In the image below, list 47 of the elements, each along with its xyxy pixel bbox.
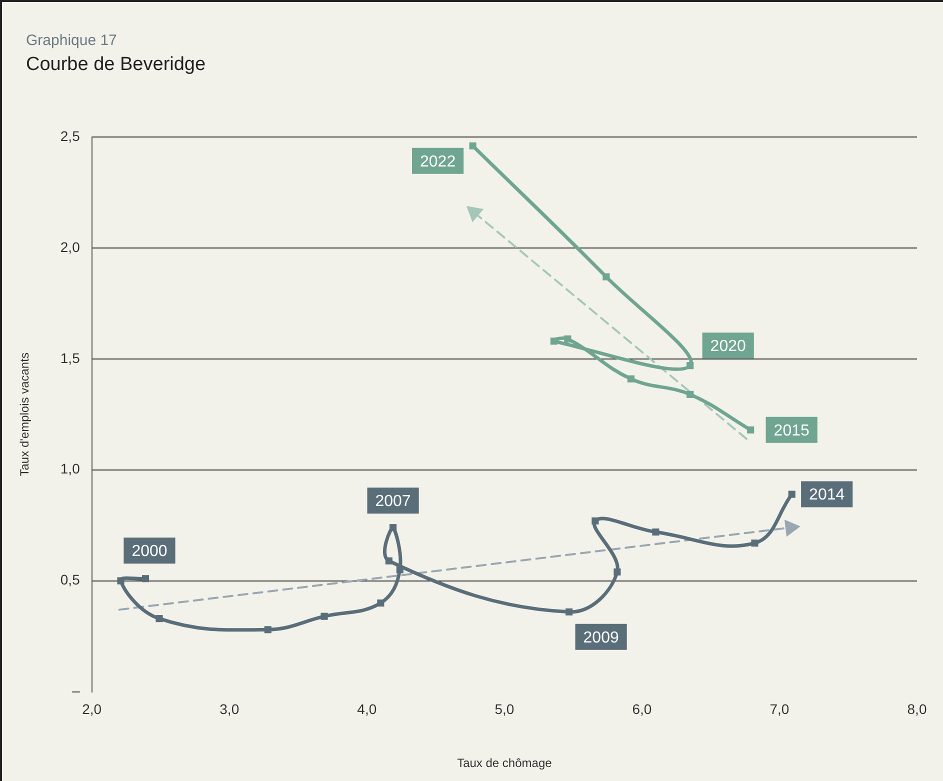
chart-subtitle: Graphique 17 [26,32,117,49]
point [686,362,694,370]
annotation: 2022 [420,153,456,170]
x-axis-title: Taux de chômage [457,756,552,770]
x-tick-label: 7,0 [770,701,790,718]
annotation: 2020 [710,338,746,355]
point [377,599,384,607]
annotation: 2007 [375,492,411,510]
annotation: 2000 [132,543,168,560]
point [751,540,758,547]
y-tick-label: 2,0 [60,238,80,255]
x-tick-label: 3,0 [220,701,240,718]
y-tick-label: 0,5 [60,572,80,588]
x-tick-label: 8,0 [907,701,927,718]
point [390,524,397,532]
x-tick-label: 4,0 [357,701,377,718]
y-tick-label: – [72,682,80,699]
point [788,490,796,498]
point [602,273,610,280]
chart-title: Courbe de Beveridge [26,54,206,76]
point [652,528,660,536]
x-tick-label: 2,0 [82,701,102,718]
point [627,375,634,382]
x-tick-label: 5,0 [494,701,514,718]
point [469,142,476,150]
annotation: 2015 [774,422,810,440]
point [592,517,599,524]
annotation: 2009 [583,629,619,646]
point [142,575,150,582]
y-tick-label: 1,0 [60,460,80,477]
point [396,566,404,574]
point [566,608,573,616]
point [686,390,694,398]
point [264,626,272,634]
point [564,335,572,342]
y-axis-title: Taux d'emplois vacants [18,352,32,476]
x-tick-label: 6,0 [632,701,652,718]
point [550,338,558,345]
point [117,577,124,584]
y-tick-label: 2,5 [60,128,80,144]
point [614,568,621,576]
annotation: 2014 [809,486,845,504]
point [320,612,328,620]
point [156,615,163,622]
y-tick-label: 1,5 [60,350,80,366]
point [385,557,392,564]
point [747,426,754,434]
